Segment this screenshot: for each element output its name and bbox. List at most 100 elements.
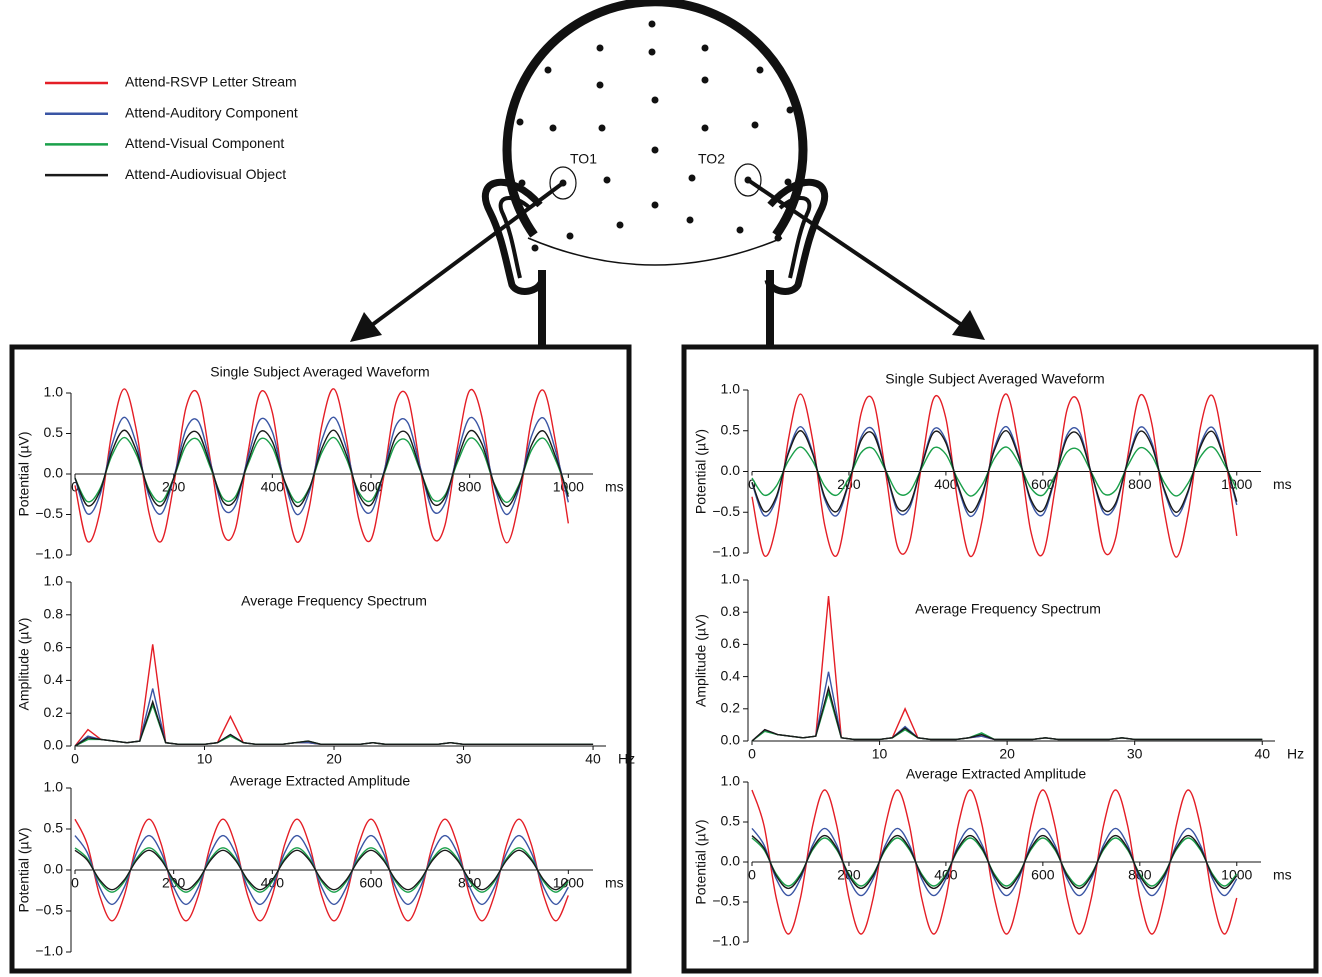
electrode xyxy=(702,77,709,84)
y-tick-label: 0.0 xyxy=(44,737,64,753)
series-line xyxy=(752,693,1262,741)
y-axis-label: Amplitude (µV) xyxy=(693,614,709,707)
x-tick-label: 0 xyxy=(748,867,756,883)
series-line xyxy=(752,672,1262,741)
electrode xyxy=(689,175,696,182)
x-unit: ms xyxy=(605,875,624,891)
y-tick-label: 0.4 xyxy=(721,667,741,683)
y-axis-label: Potential (µV) xyxy=(16,431,32,516)
y-tick-label: −0.5 xyxy=(712,503,740,519)
legend-label: Attend-RSVP Letter Stream xyxy=(125,74,297,90)
head-outline xyxy=(507,2,803,235)
chin-line xyxy=(528,238,782,265)
figure: TO1 TO2 Attend-RSVP Letter Stream Attend-… xyxy=(0,0,1322,977)
x-tick-label: 800 xyxy=(458,479,482,495)
y-tick-label: 0.6 xyxy=(44,638,64,654)
electrode xyxy=(649,49,656,56)
y-tick-label: 0.0 xyxy=(721,732,741,748)
x-unit: Hz xyxy=(1287,746,1304,762)
x-tick-label: 20 xyxy=(326,751,342,767)
x-tick-label: 0 xyxy=(71,751,79,767)
y-tick-label: 0.0 xyxy=(721,462,741,478)
electrode xyxy=(757,67,764,74)
electrode xyxy=(649,21,656,28)
electrode xyxy=(604,177,611,184)
legend-label: Attend-Auditory Component xyxy=(125,104,298,120)
y-tick-label: 0.8 xyxy=(721,603,741,619)
y-tick-label: −1.0 xyxy=(35,546,63,562)
x-tick-label: 10 xyxy=(197,751,213,767)
y-tick-label: 0.4 xyxy=(44,671,64,687)
series-line xyxy=(75,705,593,746)
x-tick-label: 600 xyxy=(359,875,383,891)
electrode xyxy=(617,222,624,229)
electrode xyxy=(567,233,574,240)
electrode xyxy=(785,179,792,186)
y-axis-label: Amplitude (µV) xyxy=(16,618,32,711)
x-tick-label: 1000 xyxy=(553,479,584,495)
series-line xyxy=(75,702,593,746)
electrode xyxy=(787,107,794,114)
legend-label: Attend-Audiovisual Object xyxy=(125,166,286,182)
arrow xyxy=(748,180,962,325)
y-tick-label: 1.0 xyxy=(44,779,64,795)
x-unit: ms xyxy=(1273,867,1292,883)
x-unit: ms xyxy=(605,479,624,495)
y-tick-label: −0.5 xyxy=(35,902,63,918)
x-tick-label: 30 xyxy=(456,751,472,767)
electrode xyxy=(519,180,526,187)
y-tick-label: 1.0 xyxy=(721,773,741,789)
electrode xyxy=(687,217,694,224)
electrode xyxy=(652,147,659,154)
series-line xyxy=(752,596,1262,741)
y-tick-label: 1.0 xyxy=(44,573,64,589)
y-axis-label: Potential (µV) xyxy=(693,429,709,514)
x-tick-label: 0 xyxy=(71,875,79,891)
y-tick-label: −1.0 xyxy=(712,933,740,949)
electrode xyxy=(560,180,567,187)
electrode xyxy=(597,45,604,52)
x-tick-label: 0 xyxy=(748,746,756,762)
electrode xyxy=(702,125,709,132)
electrode xyxy=(517,119,524,126)
electrode xyxy=(737,227,744,234)
series-line xyxy=(752,688,1262,741)
y-axis-label: Potential (µV) xyxy=(16,827,32,912)
x-tick-label: 10 xyxy=(872,746,888,762)
chart-title: Average Frequency Spectrum xyxy=(241,593,427,609)
legend-label: Attend-Visual Component xyxy=(125,135,284,151)
electrode xyxy=(597,82,604,89)
y-tick-label: 0.5 xyxy=(44,820,64,836)
chart-title: Average Frequency Spectrum xyxy=(915,601,1101,617)
y-tick-label: 0.0 xyxy=(44,861,64,877)
arrow xyxy=(372,183,563,325)
y-tick-label: 1.0 xyxy=(44,384,64,400)
y-tick-label: 0.5 xyxy=(721,421,741,437)
x-tick-label: 800 xyxy=(1128,476,1152,492)
chart-title: Single Subject Averaged Waveform xyxy=(210,364,429,380)
y-tick-label: 0.0 xyxy=(721,853,741,869)
head-diagram xyxy=(350,2,985,347)
x-tick-label: 1000 xyxy=(1221,476,1252,492)
electrode xyxy=(599,125,606,132)
x-unit: ms xyxy=(1273,476,1292,492)
x-tick-label: 40 xyxy=(585,751,601,767)
x-tick-label: 30 xyxy=(1127,746,1143,762)
y-tick-label: 0.2 xyxy=(721,700,741,716)
arrowhead xyxy=(350,312,382,342)
electrode xyxy=(745,177,752,184)
y-tick-label: 1.0 xyxy=(721,571,741,587)
y-tick-label: 0.5 xyxy=(721,813,741,829)
chart-title: Single Subject Averaged Waveform xyxy=(885,371,1104,387)
electrode xyxy=(652,97,659,104)
series-line xyxy=(75,689,593,746)
electrodes xyxy=(517,21,794,252)
electrode xyxy=(545,67,552,74)
y-tick-label: 0.6 xyxy=(721,635,741,651)
y-tick-label: 0.2 xyxy=(44,704,64,720)
x-tick-label: 600 xyxy=(1031,867,1055,883)
series-line xyxy=(752,394,1237,557)
chart-title: Average Extracted Amplitude xyxy=(230,773,411,789)
electrode-label: TO2 xyxy=(698,151,725,167)
electrode-label: TO1 xyxy=(570,151,597,167)
